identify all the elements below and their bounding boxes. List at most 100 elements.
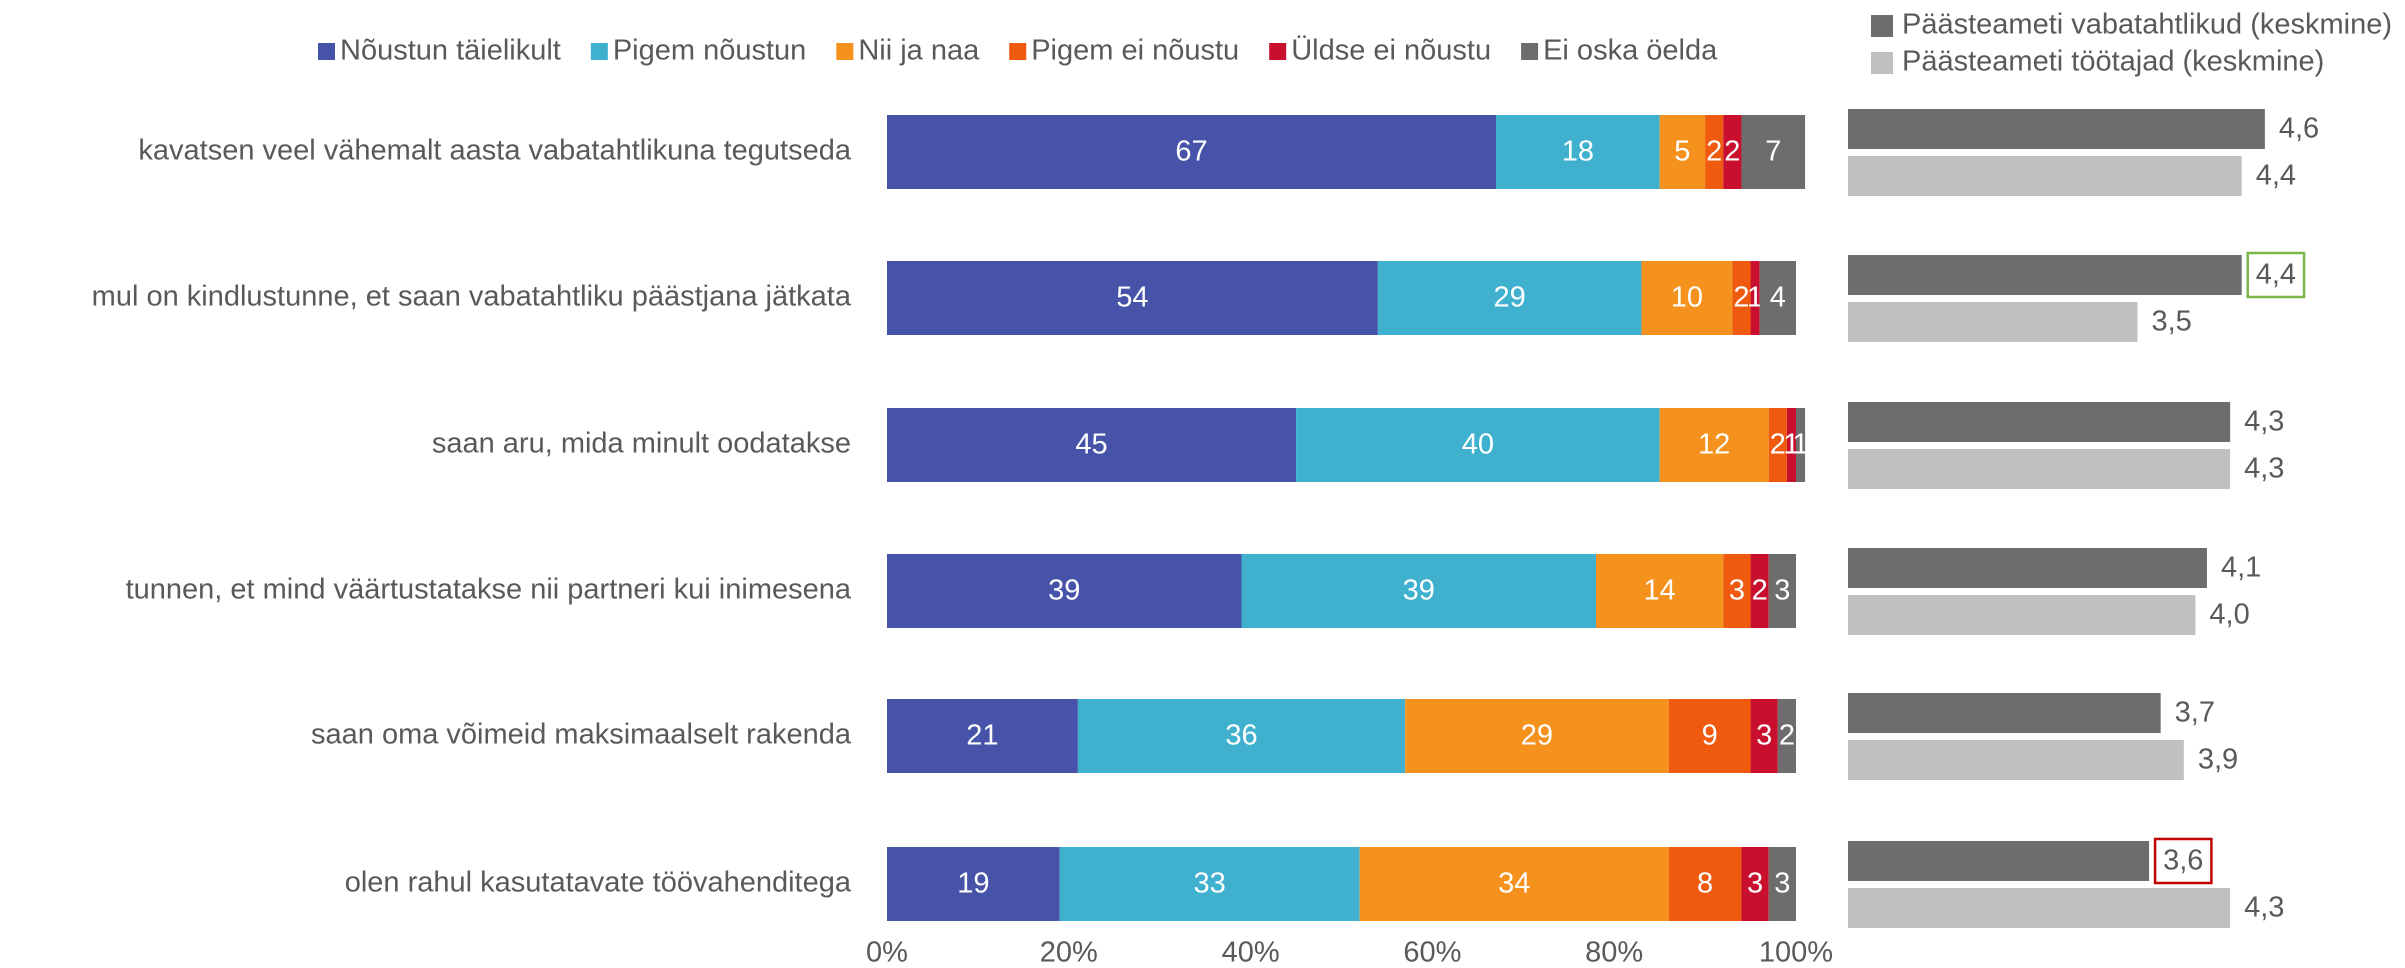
data-label: 3 <box>1756 720 1772 752</box>
data-label: 3,9 <box>2198 744 2238 776</box>
category-label: olen rahul kasutatavate töövahenditega <box>345 867 852 899</box>
legend-swatch <box>1521 43 1539 60</box>
data-label: 19 <box>957 868 989 900</box>
data-label: 39 <box>1403 575 1435 607</box>
bar-segment <box>1077 699 1406 773</box>
category-label: mul on kindlustunne, et saan vabatahtlik… <box>92 281 852 313</box>
data-label: 4,4 <box>2256 259 2296 291</box>
legend-label: Nii ja naa <box>858 35 980 67</box>
x-tick-label: 60% <box>1403 937 1461 968</box>
data-label: 1 <box>1747 282 1763 314</box>
legend-swatch <box>1009 43 1027 60</box>
bar-segment <box>887 699 1078 773</box>
data-label: 2 <box>1733 282 1749 314</box>
bar-segment <box>1768 554 1796 628</box>
data-label: 2 <box>1706 136 1722 168</box>
bar-segment <box>1723 115 1742 189</box>
legend-label: Päästeameti vabatahtlikud (keskmine) <box>1902 9 2392 41</box>
bar-segment <box>1777 699 1796 773</box>
bar <box>1848 449 2231 489</box>
legend-swatch <box>836 43 854 60</box>
bar-segment <box>1796 408 1806 482</box>
x-tick-label: 20% <box>1040 937 1098 968</box>
legend-label: Ei oska öelda <box>1543 35 1718 67</box>
legend-swatch <box>318 43 335 60</box>
bar <box>1848 740 2184 780</box>
data-label: 14 <box>1644 575 1676 607</box>
data-label: 33 <box>1194 868 1226 900</box>
data-label: 3 <box>1774 868 1790 900</box>
bar-segment <box>1659 115 1706 189</box>
legend-label: Pigem nõustun <box>613 35 806 67</box>
category-label: saan aru, mida minult oodatakse <box>432 428 851 460</box>
data-label: 18 <box>1562 136 1594 168</box>
bar-segment <box>1705 115 1724 189</box>
data-label: 2 <box>1724 136 1740 168</box>
legend-label: Päästeameti töötajad (keskmine) <box>1902 46 2324 78</box>
bar-segment <box>1596 554 1724 628</box>
bar <box>1848 693 2161 733</box>
data-label: 1 <box>1792 429 1808 461</box>
bar-segment <box>1659 408 1769 482</box>
data-label: 40 <box>1462 429 1494 461</box>
bar-segment <box>1759 261 1796 335</box>
bar-segment <box>1377 261 1642 335</box>
bar-segment <box>1741 847 1769 921</box>
bar <box>1848 402 2231 442</box>
x-tick-label: 0% <box>866 937 908 968</box>
bar-segment <box>1668 847 1742 921</box>
bar-segment <box>887 261 1378 335</box>
bar-segment <box>1496 115 1660 189</box>
bar-segment <box>1786 408 1796 482</box>
bar-segment <box>1750 261 1760 335</box>
bar-segment <box>1641 261 1733 335</box>
bar-segment <box>1723 554 1751 628</box>
bar-segment <box>1059 847 1360 921</box>
data-label: 3,5 <box>2152 306 2192 338</box>
data-label: 34 <box>1498 868 1530 900</box>
data-label: 3,7 <box>2175 697 2215 729</box>
x-tick-label: 100% <box>1759 937 1833 968</box>
bar-segment <box>1241 554 1597 628</box>
legend-label: Üldse ei nõustu <box>1291 35 1491 67</box>
bar <box>1848 548 2207 588</box>
bar-segment <box>1768 408 1787 482</box>
data-label: 5 <box>1674 136 1690 168</box>
bar <box>1848 841 2150 881</box>
category-label: kavatsen veel vähemalt aasta vabatahtlik… <box>138 135 851 167</box>
data-label: 67 <box>1175 136 1207 168</box>
label-highlight <box>2246 251 2306 299</box>
data-label: 45 <box>1075 429 1107 461</box>
bar-segment <box>887 847 1060 921</box>
data-label: 21 <box>966 720 998 752</box>
data-label: 8 <box>1697 868 1713 900</box>
data-label: 4,1 <box>2221 552 2261 584</box>
bar <box>1848 302 2138 342</box>
category-label: tunnen, et mind väärtustatakse nii partn… <box>126 574 852 606</box>
data-label: 7 <box>1765 136 1781 168</box>
bar-segment <box>887 554 1242 628</box>
data-label: 4 <box>1770 282 1786 314</box>
bar <box>1848 888 2231 928</box>
data-label: 4,3 <box>2244 453 2284 485</box>
bar-segment <box>887 115 1497 189</box>
data-label: 3,6 <box>2163 845 2203 877</box>
data-label: 1 <box>1783 429 1799 461</box>
legend-label: Pigem ei nõustu <box>1031 35 1239 67</box>
data-label: 12 <box>1698 429 1730 461</box>
data-label: 3 <box>1774 575 1790 607</box>
data-label: 4,6 <box>2279 113 2319 145</box>
bar-segment <box>1768 847 1796 921</box>
bar-segment <box>1750 554 1769 628</box>
bar-segment <box>1750 699 1778 773</box>
data-label: 3 <box>1729 575 1745 607</box>
legend-swatch <box>1871 52 1893 74</box>
data-label: 39 <box>1048 575 1080 607</box>
bar-segment <box>1732 261 1751 335</box>
category-label: saan oma võimeid maksimaalselt rakenda <box>311 719 852 751</box>
data-label: 29 <box>1521 720 1553 752</box>
legend-swatch <box>1269 43 1287 60</box>
data-label: 4,3 <box>2244 892 2284 924</box>
bar <box>1848 156 2242 196</box>
